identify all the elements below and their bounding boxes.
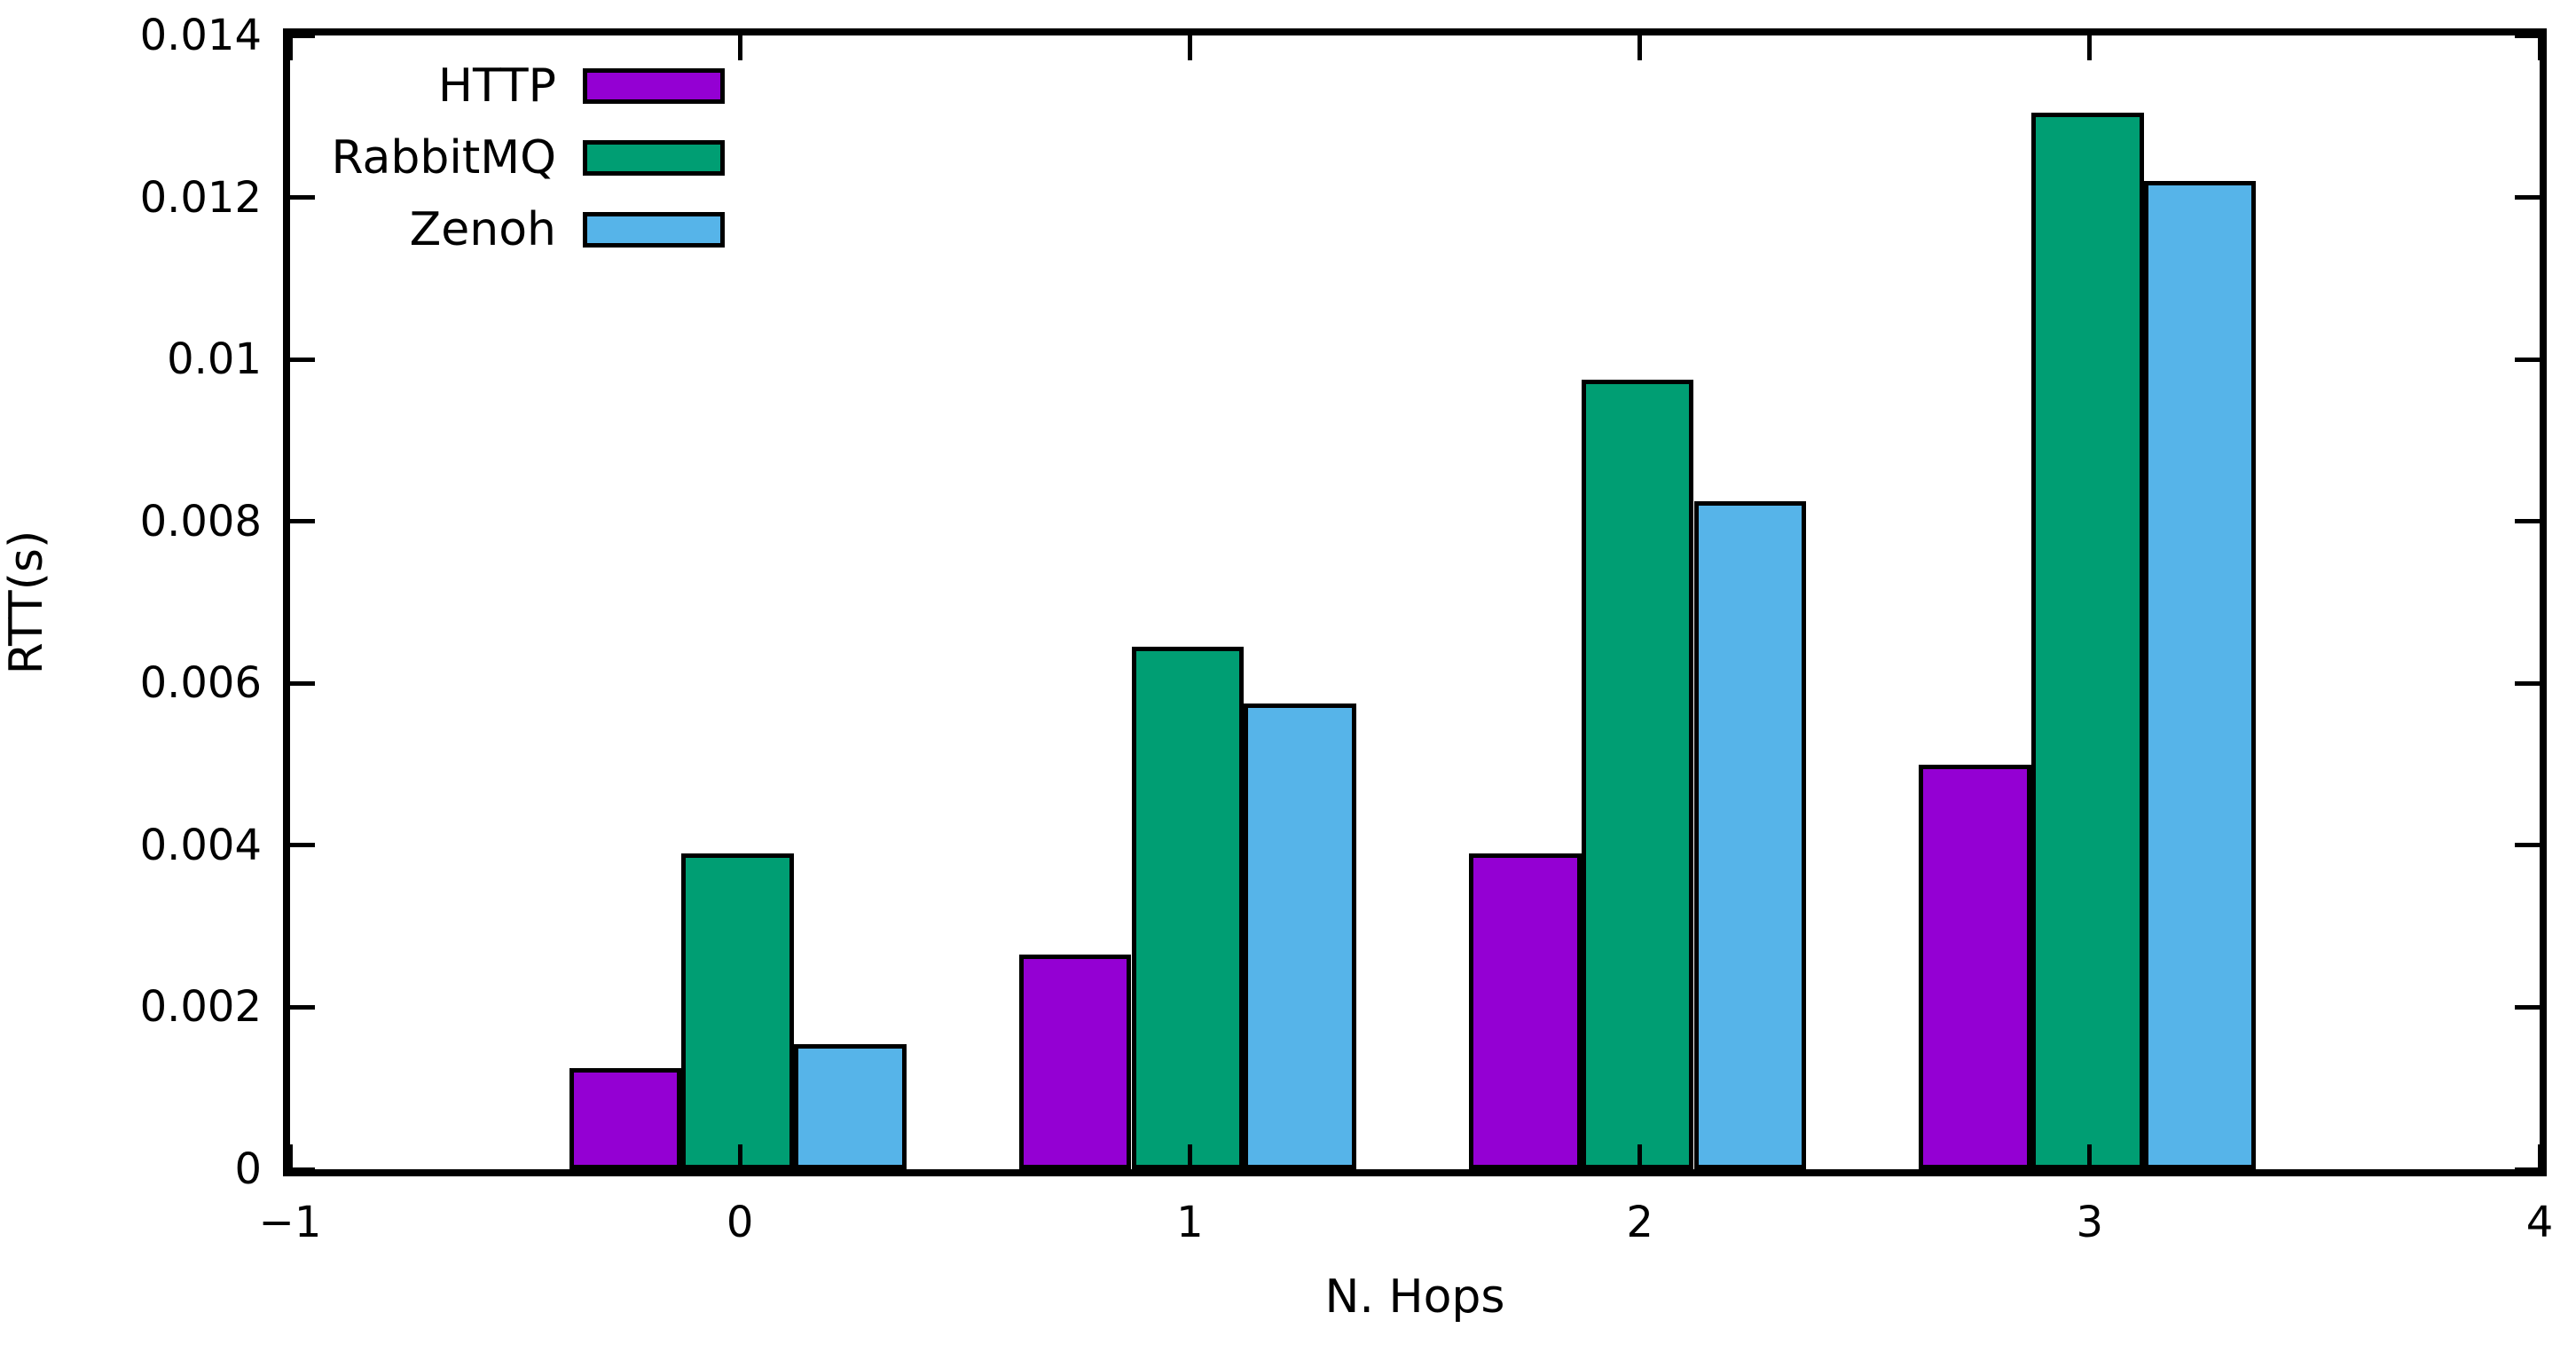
y-axis-label: RTT(s) <box>0 530 53 675</box>
x-tick-label: −1 <box>258 1198 322 1247</box>
y-tick-left <box>290 1167 315 1172</box>
x-tick-label: 3 <box>2076 1198 2104 1247</box>
x-tick-top <box>1637 35 1643 60</box>
bar-rabbitmq-hops-1 <box>1131 647 1245 1169</box>
bar-http-hops-0 <box>569 1067 682 1169</box>
y-tick-left <box>290 680 315 686</box>
bar-http-hops-1 <box>1018 955 1132 1169</box>
x-tick-bottom <box>2537 1144 2542 1169</box>
x-tick-top <box>737 35 742 60</box>
y-tick-label: 0.008 <box>139 496 262 546</box>
legend-row-rabbitmq: RabbitMQ <box>290 122 725 193</box>
x-tick-bottom <box>2087 1144 2093 1169</box>
y-tick-label: 0.002 <box>139 982 262 1033</box>
y-tick-left <box>290 1004 315 1010</box>
x-tick-label: 0 <box>726 1198 754 1247</box>
bar-rabbitmq-hops-2 <box>1581 380 1694 1169</box>
legend-swatch-zenoh <box>583 211 725 248</box>
y-tick-label: 0.004 <box>139 820 262 870</box>
y-tick-right <box>2515 680 2540 686</box>
y-tick-right <box>2515 1167 2540 1172</box>
y-tick-right <box>2515 357 2540 362</box>
bar-zenoh-hops-1 <box>1244 704 1357 1169</box>
bar-rabbitmq-hops-0 <box>681 853 795 1169</box>
y-tick-label: 0.01 <box>167 334 262 385</box>
x-tick-bottom <box>287 1144 293 1169</box>
x-tick-bottom <box>1187 1144 1192 1169</box>
x-tick-top <box>1187 35 1192 60</box>
legend-swatch-rabbitmq <box>583 139 725 176</box>
x-tick-top <box>2537 35 2542 60</box>
bar-zenoh-hops-0 <box>794 1043 907 1169</box>
y-tick-right <box>2515 843 2540 848</box>
legend-row-zenoh: Zenoh <box>290 193 725 265</box>
y-tick-right <box>2515 1004 2540 1010</box>
y-tick-label: 0.014 <box>139 11 262 60</box>
legend-row-http: HTTP <box>290 50 725 122</box>
bar-rabbitmq-hops-3 <box>2030 112 2144 1169</box>
x-tick-bottom <box>1637 1144 1643 1169</box>
x-axis-label: N. Hops <box>1324 1270 1505 1324</box>
x-tick-label: 1 <box>1176 1198 1204 1247</box>
y-tick-label: 0.006 <box>139 658 262 709</box>
y-tick-left <box>290 357 315 362</box>
legend-label-http: HTTP <box>437 59 556 113</box>
x-tick-bottom <box>737 1144 742 1169</box>
legend-label-rabbitmq: RabbitMQ <box>331 130 557 185</box>
y-tick-label: 0 <box>234 1144 262 1194</box>
y-tick-label: 0.012 <box>139 172 262 223</box>
x-tick-top <box>287 35 293 60</box>
legend-swatch-http <box>583 67 725 104</box>
y-tick-right <box>2515 519 2540 524</box>
y-tick-left <box>290 33 315 38</box>
y-tick-right <box>2515 33 2540 38</box>
legend: HTTP RabbitMQ Zenoh <box>290 50 725 265</box>
x-tick-label: 2 <box>1626 1198 1653 1247</box>
y-tick-left <box>290 843 315 848</box>
x-tick-top <box>2087 35 2093 60</box>
bar-zenoh-hops-2 <box>1693 500 1807 1169</box>
plot-area: HTTP RabbitMQ Zenoh <box>283 28 2547 1176</box>
y-tick-left <box>290 519 315 524</box>
legend-label-zenoh: Zenoh <box>409 202 556 256</box>
bar-http-hops-3 <box>1919 764 2031 1169</box>
bar-zenoh-hops-3 <box>2143 181 2257 1169</box>
y-tick-left <box>290 195 315 200</box>
x-tick-label: 4 <box>2525 1198 2554 1247</box>
bar-http-hops-2 <box>1468 853 1582 1169</box>
y-tick-right <box>2515 195 2540 200</box>
